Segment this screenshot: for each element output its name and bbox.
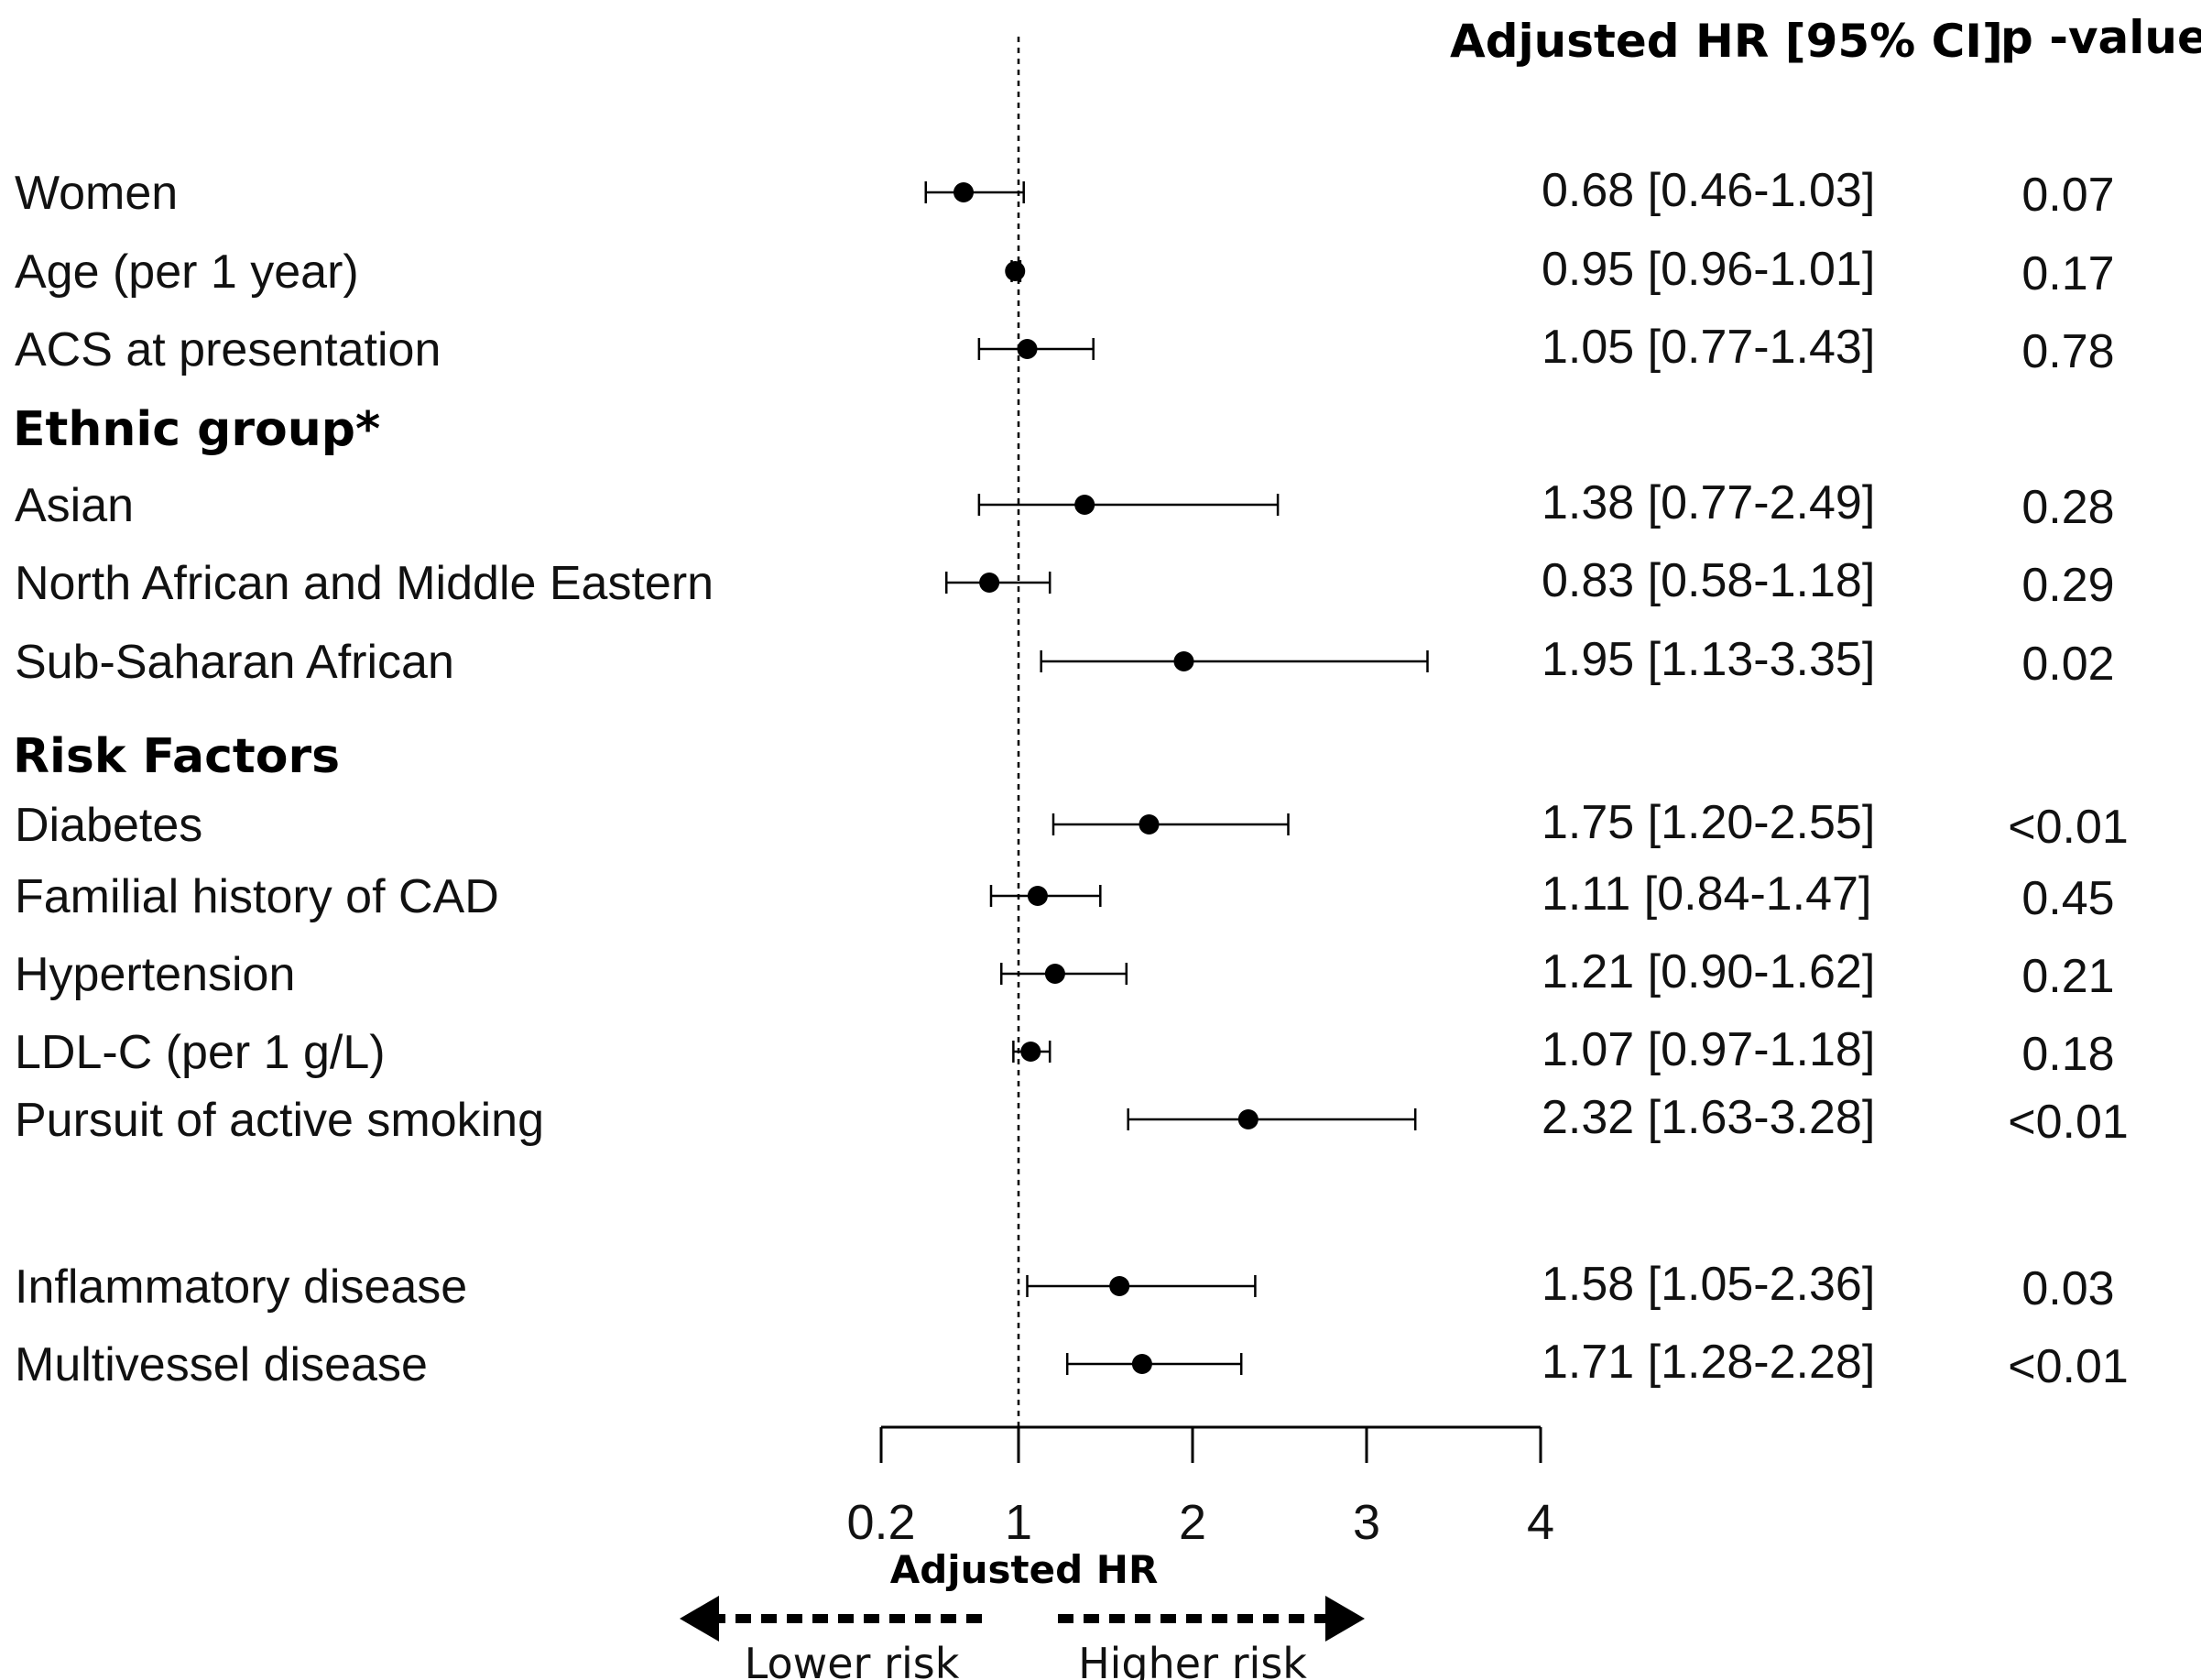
p-value: 0.29 — [2021, 559, 2114, 612]
hr-point — [1139, 814, 1160, 835]
forest-row: Asian 1.38 [0.77-2.49] 0.28 — [15, 476, 2115, 534]
row-label: Multivessel disease — [15, 1338, 428, 1391]
hr-point — [979, 573, 1000, 593]
row-label: Women — [15, 167, 178, 220]
hr-value: 1.11 [0.84-1.47] — [1542, 867, 1871, 921]
x-tick-label: 3 — [1353, 1495, 1380, 1550]
forest-row: Diabetes 1.75 [1.20-2.55] <0.01 — [15, 796, 2129, 854]
p-value: 0.07 — [2021, 169, 2114, 222]
forest-row: Pursuit of active smoking 2.32 [1.63-3.28… — [15, 1091, 2129, 1149]
hr-value: 1.38 [0.77-2.49] — [1542, 476, 1875, 529]
x-tick-label: 2 — [1179, 1495, 1206, 1550]
higher-risk-arrow — [1058, 1596, 1365, 1642]
row-label: ACS at presentation — [15, 323, 441, 376]
hr-point — [1173, 651, 1194, 671]
lower-risk-arrow — [680, 1596, 989, 1642]
hr-point — [1237, 1109, 1258, 1129]
p-value: 0.18 — [2021, 1028, 2114, 1081]
lower-risk-label: Lower risk — [745, 1639, 960, 1680]
hr-point — [1044, 964, 1065, 984]
forest-rows: Women 0.68 [0.46-1.03] 0.07 Age (per 1 year… — [15, 164, 2129, 1393]
p-value: 0.45 — [2021, 872, 2114, 925]
row-label: North African and Middle Eastern — [15, 557, 714, 610]
hr-value: 0.83 [0.58-1.18] — [1542, 554, 1875, 607]
hr-point — [1020, 1042, 1041, 1062]
hr-value: 1.71 [1.28-2.28] — [1542, 1336, 1875, 1389]
p-value: 0.03 — [2021, 1262, 2114, 1315]
hr-value: 0.68 [0.46-1.03] — [1542, 164, 1875, 217]
x-tick-label: 4 — [1527, 1495, 1554, 1550]
row-label: Inflammatory disease — [15, 1260, 467, 1314]
p-value: <0.01 — [2008, 1340, 2129, 1393]
hr-value: 1.95 [1.13-3.35] — [1542, 633, 1875, 686]
section-ethnic-group: Ethnic group* — [13, 402, 380, 457]
row-label: Pursuit of active smoking — [15, 1094, 544, 1147]
forest-row: Inflammatory disease 1.58 [1.05-2.36] 0.03 — [15, 1258, 2115, 1315]
forest-row: Sub-Saharan African 1.95 [1.13-3.35] 0.02 — [15, 633, 2115, 691]
forest-row: ACS at presentation 1.05 [0.77-1.43] 0.78 — [15, 321, 2115, 378]
p-value: 0.28 — [2021, 481, 2114, 534]
row-label: Age (per 1 year) — [15, 245, 359, 299]
p-value: 0.17 — [2021, 247, 2114, 300]
hr-value: 1.75 [1.20-2.55] — [1542, 796, 1875, 849]
hr-point — [1131, 1354, 1152, 1374]
p-value: <0.01 — [2008, 801, 2129, 854]
hr-column-header: Adjusted HR [95% CI] — [1450, 15, 2003, 68]
hr-point — [1074, 495, 1095, 515]
forest-row: Hypertension 1.21 [0.90-1.62] 0.21 — [15, 945, 2115, 1003]
hr-point — [1017, 339, 1038, 359]
hr-value: 1.21 [0.90-1.62] — [1542, 945, 1875, 998]
hr-value: 2.32 [1.63-3.28] — [1542, 1091, 1875, 1144]
section-risk-factors: Risk Factors — [13, 729, 340, 784]
hr-point — [1005, 261, 1026, 281]
p-value: 0.21 — [2021, 950, 2114, 1003]
hr-point — [1109, 1276, 1130, 1296]
forest-row: North African and Middle Eastern 0.83 [0.… — [15, 554, 2115, 612]
row-label: Hypertension — [15, 948, 295, 1001]
x-axis-label: Adjusted HR — [890, 1547, 1159, 1592]
row-label: Sub-Saharan African — [15, 636, 454, 689]
p-value-column-header: p -value — [2000, 11, 2201, 64]
hr-point — [953, 182, 974, 202]
forest-row: Familial history of CAD 1.11 [0.84-1.47] 0… — [15, 867, 2115, 925]
row-label: LDL-C (per 1 g/L) — [15, 1026, 386, 1079]
p-value: 0.02 — [2021, 638, 2114, 691]
hr-value: 1.07 [0.97-1.18] — [1542, 1023, 1875, 1076]
hr-point — [1027, 886, 1048, 906]
p-value: <0.01 — [2008, 1096, 2129, 1149]
x-axis: 0.2 1 2 3 4 — [846, 1425, 1554, 1550]
x-tick-label: 1 — [1005, 1495, 1032, 1550]
hr-value: 1.58 [1.05-2.36] — [1542, 1258, 1875, 1311]
row-label: Familial history of CAD — [15, 870, 499, 923]
p-value: 0.78 — [2021, 325, 2114, 378]
hr-value: 0.95 [0.96-1.01] — [1542, 243, 1875, 296]
row-label: Asian — [15, 479, 134, 532]
x-tick-label: 0.2 — [846, 1495, 915, 1550]
forest-row: Multivessel disease 1.71 [1.28-2.28] <0.01 — [15, 1336, 2129, 1393]
forest-row: LDL-C (per 1 g/L) 1.07 [0.97-1.18] 0.18 — [15, 1023, 2115, 1081]
higher-risk-label: Higher risk — [1078, 1639, 1307, 1680]
row-label: Diabetes — [15, 799, 202, 852]
forest-row: Women 0.68 [0.46-1.03] 0.07 — [15, 164, 2115, 222]
hr-value: 1.05 [0.77-1.43] — [1542, 321, 1875, 374]
forest-row: Age (per 1 year) 0.95 [0.96-1.01] 0.17 — [15, 243, 2115, 300]
